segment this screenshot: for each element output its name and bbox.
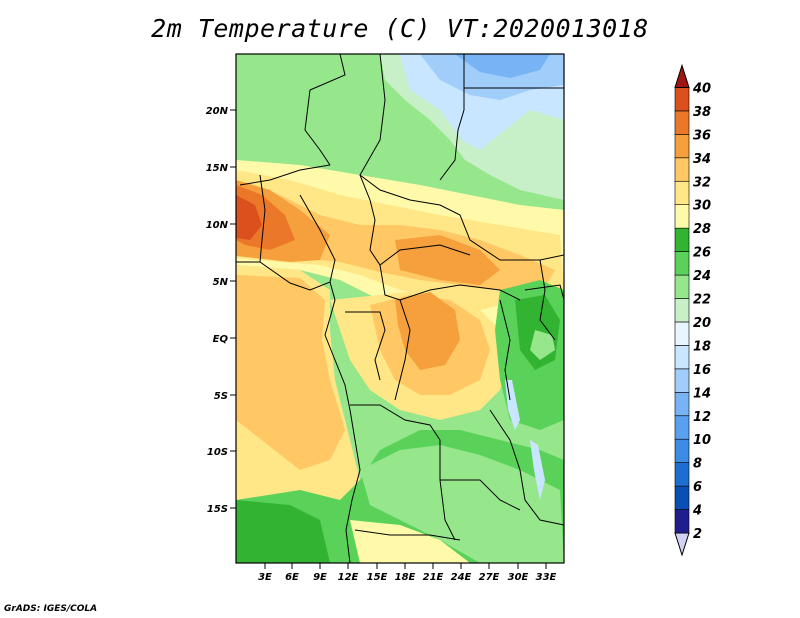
lon-label: 30E — [508, 572, 529, 583]
colorbar-swatch — [674, 204, 690, 229]
colorbar-swatch — [674, 415, 690, 440]
lon-label: 33E — [536, 572, 557, 583]
chart-title: 2m Temperature (C) VT:2020013018 — [151, 14, 649, 43]
colorbar-swatch — [674, 227, 690, 252]
colorbar-swatch — [674, 368, 690, 393]
border-angola-drc — [350, 404, 456, 541]
field-lake-victoria — [530, 330, 555, 360]
border-libya-egypt — [439, 54, 465, 181]
colorbar-swatch — [674, 391, 690, 417]
colorbar-label: 36 — [693, 128, 711, 143]
colorbar-label: 2 — [693, 527, 702, 542]
colorbar-label: 20 — [693, 316, 711, 331]
lon-label: 24E — [451, 572, 472, 583]
lat-label: 15S — [207, 504, 228, 515]
lon-label: 9E — [313, 572, 327, 583]
colorbar-swatch — [674, 298, 690, 323]
lat-label: 5N — [213, 277, 229, 288]
colorbar-label: 32 — [693, 175, 711, 190]
border-benin-togo — [259, 174, 266, 263]
lon-label: 6E — [285, 572, 299, 583]
colorbar-swatch — [674, 345, 690, 370]
country-borders — [236, 54, 564, 563]
colorbar-label: 10 — [693, 433, 711, 448]
field-congo-hot — [395, 292, 460, 370]
lon-label: 18E — [395, 572, 416, 583]
colorbar-label: 6 — [693, 480, 702, 495]
field-south-pale — [350, 520, 470, 563]
field-southwest-darkgreen — [236, 500, 330, 563]
colorbar-swatch — [674, 321, 690, 346]
lat-label: 10N — [206, 220, 229, 231]
border-zambia-angola — [440, 479, 521, 511]
field-lake-malawi — [530, 440, 545, 500]
grads-credit: GrADS: IGES/COLA — [4, 604, 98, 614]
border-south-sudan — [524, 284, 564, 301]
border-gabon-congo — [345, 311, 386, 381]
border-drc-east — [499, 299, 511, 401]
lat-label: 5S — [214, 391, 228, 402]
colorbar-swatch — [674, 274, 690, 299]
temperature-field — [236, 54, 564, 563]
field-south-lightgreen — [360, 445, 564, 563]
colorbar-swatch — [674, 485, 690, 510]
lat-label: 15N — [206, 163, 229, 174]
colorbar-label: 12 — [693, 410, 711, 425]
colorbar-swatch — [674, 509, 690, 534]
colorbar-swatch — [674, 157, 690, 182]
border-car-north — [369, 219, 471, 266]
coastline-west — [236, 261, 361, 563]
colorbar-swatch — [674, 87, 690, 112]
lon-label: 3E — [258, 572, 272, 583]
colorbar-label: 18 — [693, 339, 711, 354]
colorbar-swatch — [674, 180, 690, 206]
colorbar-swatch — [674, 251, 690, 276]
colorbar-label: 28 — [693, 222, 711, 237]
colorbar-max-triangle — [674, 63, 690, 88]
colorbar-label: 22 — [693, 293, 711, 308]
field-west-hottest — [236, 195, 262, 240]
colorbar-swatch — [674, 438, 690, 463]
field-north-darkblue — [455, 54, 550, 78]
border-nigeria-cameroon — [299, 194, 336, 283]
border-car-south — [379, 264, 521, 301]
border-congo-drc — [394, 299, 411, 401]
lon-label: 15E — [367, 572, 388, 583]
lat-label: 20N — [206, 106, 229, 117]
lon-label: 21E — [423, 572, 444, 583]
lat-label: 10S — [207, 447, 228, 458]
colorbar-label: 40 — [692, 81, 711, 96]
colorbar-swatch — [674, 134, 690, 159]
colorbar-label: 4 — [692, 504, 702, 519]
border-chad-west — [359, 54, 386, 221]
colorbar-label: 34 — [693, 152, 711, 167]
lon-label: 27E — [479, 572, 500, 583]
map-frame — [235, 53, 565, 564]
colorbar-label: 30 — [693, 199, 711, 214]
border-chad-car-sudan — [359, 174, 564, 261]
colorbar-label: 16 — [693, 363, 711, 378]
colorbar-label: 24 — [693, 269, 711, 284]
colorbar-min-triangle — [674, 532, 690, 557]
colorbar-swatch — [674, 462, 690, 487]
border-sahel-west — [239, 164, 331, 186]
border-uganda-kenya — [539, 259, 556, 341]
colorbar-label: 38 — [693, 105, 711, 120]
latitude-axis: 20N 15N 10N 5N EQ 5S 10S 15S — [206, 106, 236, 515]
colorbar-label: 8 — [693, 457, 702, 472]
lon-label: 12E — [338, 572, 359, 583]
lat-label: EQ — [213, 334, 229, 345]
field-ocean-orange — [236, 275, 345, 470]
colorbar-swatch — [674, 110, 690, 135]
colorbar-label: 26 — [693, 246, 711, 261]
longitude-axis: 3E 6E 9E 12E 15E 18E 21E 24E 27E 30E 33E — [258, 563, 557, 583]
border-niger-algeria — [304, 54, 346, 166]
colorbar-label: 14 — [693, 386, 711, 401]
border-namibia-north — [354, 529, 461, 541]
border-zambia-tanzania — [489, 409, 564, 526]
